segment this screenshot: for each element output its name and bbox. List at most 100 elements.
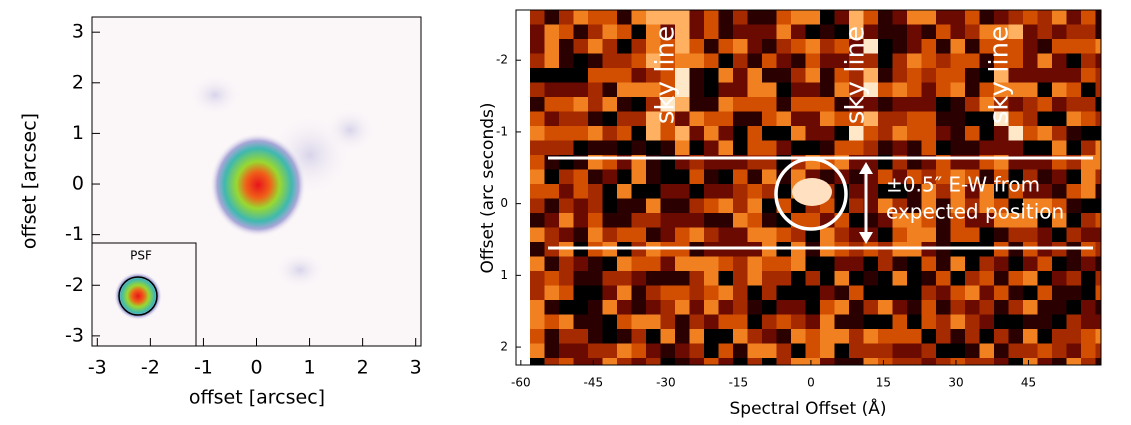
pixel xyxy=(936,198,951,214)
pixel xyxy=(762,126,777,141)
pixel xyxy=(965,285,980,301)
pixel xyxy=(1023,82,1038,98)
pixel xyxy=(1081,184,1096,199)
pixel xyxy=(617,256,632,272)
pixel xyxy=(791,97,806,112)
pixel xyxy=(776,97,792,112)
pixel xyxy=(805,271,821,286)
pixel xyxy=(704,24,719,40)
pixel xyxy=(559,358,574,365)
annotation: sky line xyxy=(985,26,1015,124)
pixel xyxy=(892,82,908,98)
pixel xyxy=(660,256,676,272)
pixel xyxy=(1037,126,1053,141)
pixel xyxy=(1023,68,1038,83)
pixel xyxy=(602,169,618,185)
pixel xyxy=(994,169,1009,185)
pixel xyxy=(733,82,748,98)
pixel xyxy=(1008,227,1024,243)
pixel xyxy=(718,300,734,315)
pixel xyxy=(588,82,603,98)
pixel xyxy=(776,82,792,98)
pixel xyxy=(1037,39,1053,54)
pixel xyxy=(718,227,734,243)
pixel xyxy=(863,358,879,365)
pixel xyxy=(1095,126,1101,141)
pixel xyxy=(747,358,763,365)
pixel xyxy=(573,271,589,286)
pixel xyxy=(675,82,690,98)
pixel xyxy=(820,82,835,98)
pixel xyxy=(544,82,560,98)
pixel xyxy=(733,343,748,359)
pixel xyxy=(907,140,922,156)
pixel xyxy=(1052,169,1067,185)
pixel xyxy=(936,271,951,286)
pixel xyxy=(675,97,690,112)
pixel xyxy=(950,314,966,330)
pixel xyxy=(602,140,618,156)
pixel xyxy=(907,314,922,330)
pixel xyxy=(878,358,893,365)
pixel xyxy=(936,329,951,344)
pixel xyxy=(979,97,995,112)
pixel xyxy=(863,285,879,301)
pixel xyxy=(1052,300,1067,315)
pixel xyxy=(834,271,850,286)
pixel xyxy=(892,227,908,243)
pixel xyxy=(791,271,806,286)
pixel xyxy=(892,10,908,25)
pixel xyxy=(1023,126,1038,141)
pixel xyxy=(878,111,893,127)
pixel xyxy=(704,198,719,214)
pixel xyxy=(631,358,647,365)
x-tick-label: -45 xyxy=(584,376,604,390)
pixel xyxy=(834,39,850,54)
pixel xyxy=(573,198,589,214)
pixel xyxy=(805,111,821,127)
pixel xyxy=(646,198,661,214)
pixel xyxy=(646,111,661,127)
pixel xyxy=(675,198,690,214)
pixel xyxy=(1081,53,1096,69)
pixel xyxy=(805,140,821,156)
pixel xyxy=(530,256,545,272)
pixel xyxy=(878,213,893,228)
pixel xyxy=(921,213,937,228)
pixel xyxy=(994,140,1009,156)
pixel xyxy=(602,285,618,301)
pixel xyxy=(617,97,632,112)
pixel xyxy=(762,271,777,286)
annotation: ±0.5″ E-W from xyxy=(886,173,1040,197)
pixel xyxy=(1023,285,1038,301)
pixel xyxy=(907,68,922,83)
pixel xyxy=(907,24,922,40)
pixel xyxy=(747,227,763,243)
blob xyxy=(275,252,325,288)
pixel xyxy=(718,140,734,156)
pixel xyxy=(950,53,966,69)
pixel xyxy=(1081,140,1096,156)
pixel xyxy=(530,82,545,98)
pixel xyxy=(776,285,792,301)
pixel xyxy=(849,285,864,301)
pixel xyxy=(747,111,763,127)
source xyxy=(792,178,832,206)
pixel xyxy=(791,53,806,69)
pixel xyxy=(573,111,589,127)
pixel xyxy=(617,329,632,344)
pixel xyxy=(805,97,821,112)
pixel xyxy=(573,140,589,156)
pixel xyxy=(834,140,850,156)
pixel xyxy=(588,285,603,301)
pixel xyxy=(1081,285,1096,301)
pixel xyxy=(762,10,777,25)
pixel xyxy=(863,24,879,40)
pixel xyxy=(1052,329,1067,344)
pixel xyxy=(747,126,763,141)
pixel xyxy=(950,358,966,365)
pixel xyxy=(950,329,966,344)
pixel xyxy=(747,329,763,344)
pixel xyxy=(747,24,763,40)
pixel xyxy=(1008,126,1024,141)
